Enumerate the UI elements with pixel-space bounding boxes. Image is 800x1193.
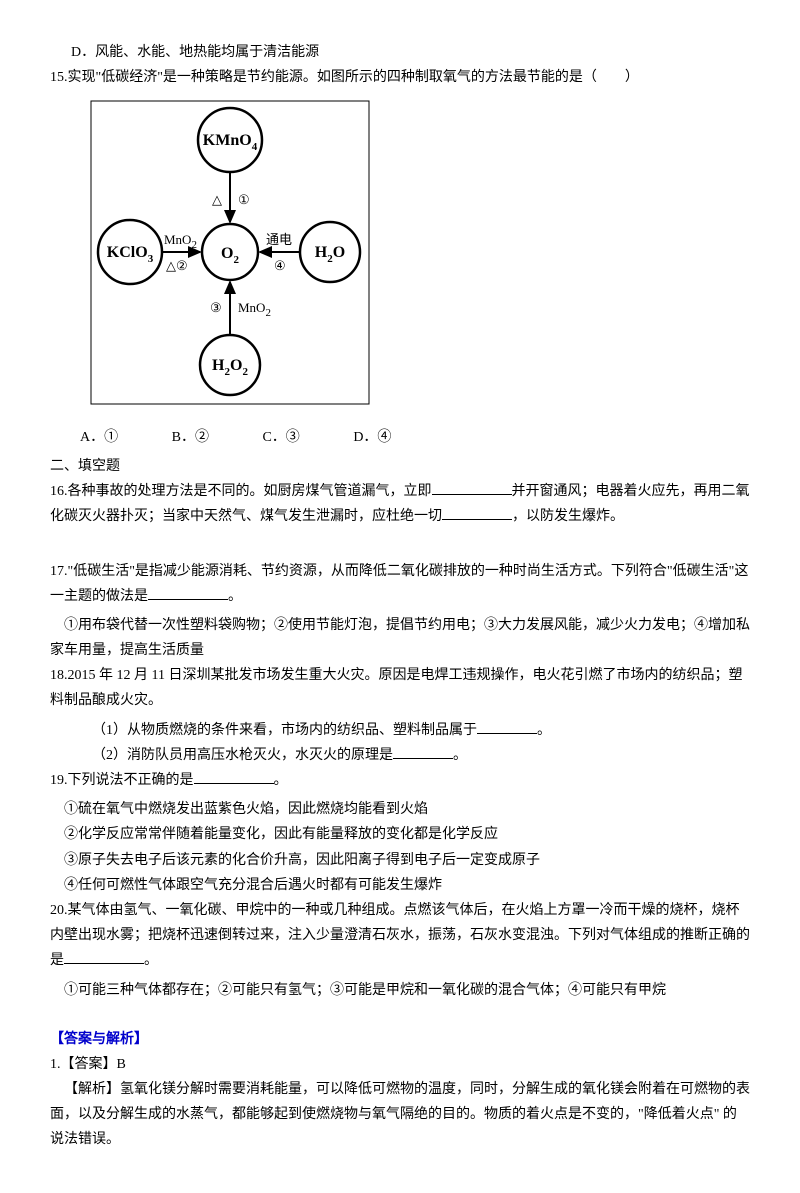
- q20: 20.某气体由氢气、一氧化碳、甲烷中的一种或几种组成。点燃该气体后，在火焰上方罩…: [50, 898, 750, 974]
- q19-o4: ④任何可燃性气体跟空气充分混合后遇火时都有可能发生爆炸: [50, 873, 750, 898]
- oxygen-diagram: O2 KMnO4 KClO3 H2O H2O2 △ ① MnO2 △② 通电 ④…: [90, 100, 750, 414]
- q19-o1: ①硫在氧气中燃烧发出蓝紫色火焰，因此燃烧均能看到火焰: [50, 797, 750, 822]
- q19-o3: ③原子失去电子后该元素的化合价升高，因此阳离子得到电子后一定变成原子: [50, 848, 750, 873]
- q18-sub1: （1）从物质燃烧的条件来看，市场内的纺织品、塑料制品属于。: [50, 718, 750, 743]
- q15-options: A．① B．② C．③ D．④: [80, 425, 750, 450]
- q16: 16.各种事故的处理方法是不同的。如厨房煤气管道漏气，立即并开窗通风；电器着火应…: [50, 479, 750, 529]
- svg-text:△②: △②: [166, 258, 188, 273]
- svg-text:③: ③: [210, 300, 222, 315]
- answers-header: 【答案与解析】: [50, 1027, 750, 1052]
- q17-options: ①用布袋代替一次性塑料袋购物；②使用节能灯泡，提倡节约用电；③大力发展风能，减少…: [50, 613, 750, 663]
- svg-text:通电: 通电: [266, 232, 292, 247]
- q19: 19.下列说法不正确的是。: [50, 768, 750, 793]
- q15-opt-a: A．①: [80, 425, 118, 450]
- q18: 18.2015 年 12 月 11 日深圳某批发市场发生重大火灾。原因是电焊工违…: [50, 663, 750, 713]
- q15-opt-c: C．③: [262, 425, 299, 450]
- svg-text:④: ④: [274, 258, 286, 273]
- q18-sub2: （2）消防队员用高压水枪灭火，水灭火的原理是。: [50, 743, 750, 768]
- q19-o2: ②化学反应常常伴随着能量变化，因此有能量释放的变化都是化学反应: [50, 822, 750, 847]
- section-2-header: 二、填空题: [50, 454, 750, 479]
- q20-options: ①可能三种气体都存在；②可能只有氢气；③可能是甲烷和一氧化碳的混合气体；④可能只…: [50, 978, 750, 1003]
- svg-text:①: ①: [238, 192, 250, 207]
- q15-stem: 15.实现"低碳经济"是一种策略是节约能源。如图所示的四种制取氧气的方法最节能的…: [50, 65, 750, 90]
- q15-opt-b: B．②: [172, 425, 209, 450]
- svg-text:△: △: [212, 192, 222, 207]
- explain-1: 【解析】氢氧化镁分解时需要消耗能量，可以降低可燃物的温度，同时，分解生成的氧化镁…: [50, 1077, 750, 1153]
- answer-1: 1.【答案】B: [50, 1052, 750, 1077]
- q14-option-d: D．风能、水能、地热能均属于清洁能源: [50, 40, 750, 65]
- q17: 17."低碳生活"是指减少能源消耗、节约资源，从而降低二氧化碳排放的一种时尚生活…: [50, 559, 750, 609]
- q15-opt-d: D．④: [353, 425, 391, 450]
